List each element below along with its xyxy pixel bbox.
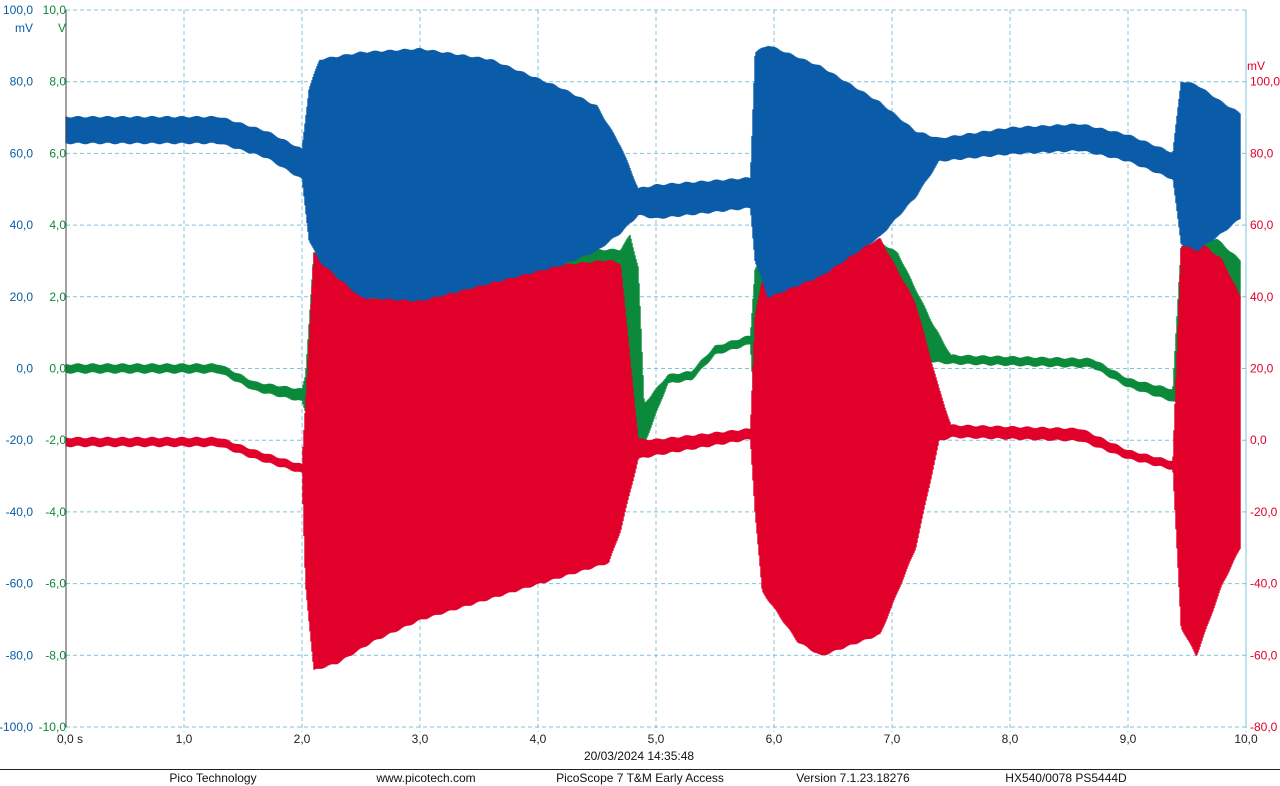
red-axis-tick-label: -40,0 (1250, 577, 1278, 591)
blue-axis-tick-label: -20,0 (6, 433, 34, 447)
green-axis-tick-label: -2,0 (45, 433, 66, 447)
green-axis-tick-label: 8,0 (49, 75, 66, 89)
x-tick-label: 2,0 (294, 732, 311, 746)
x-tick-label: 5,0 (648, 732, 665, 746)
trace-red (65, 238, 1241, 670)
footer-version: Version 7.1.23.18276 (796, 771, 910, 785)
red-axis-tick-label: 20,0 (1250, 362, 1274, 376)
blue-axis-tick-label: -80,0 (6, 648, 34, 662)
green-axis-tick-label: -8,0 (45, 648, 66, 662)
green-axis-tick-label: -10,0 (39, 720, 67, 734)
blue-axis-tick-label: -60,0 (6, 577, 34, 591)
footer-product: PicoScope 7 T&M Early Access (556, 771, 724, 785)
blue-axis-tick-label: 20,0 (10, 290, 34, 304)
x-tick-label: 3,0 (412, 732, 429, 746)
blue-axis-tick-label: 80,0 (10, 75, 34, 89)
x-tick-label: 9,0 (1120, 732, 1137, 746)
red-axis-tick-label: 60,0 (1250, 218, 1274, 232)
x-tick-label: 8,0 (1002, 732, 1019, 746)
trace-green (65, 234, 1241, 444)
red-axis-unit: mV (1247, 59, 1265, 73)
blue-axis-tick-label: 40,0 (10, 218, 34, 232)
x-tick-label: 0,0 s (57, 732, 83, 746)
green-axis-tick-label: 10,0 (43, 3, 67, 17)
green-axis-unit: V (58, 21, 66, 35)
blue-axis-tick-label: -100,0 (0, 720, 33, 734)
x-tick-label: 7,0 (884, 732, 901, 746)
blue-axis-unit: mV (15, 21, 33, 35)
green-axis-tick-label: 6,0 (49, 146, 66, 160)
x-tick-label: 1,0 (176, 732, 193, 746)
plot-frame (65, 10, 1247, 727)
green-axis-tick-label: 2,0 (49, 290, 66, 304)
red-axis-tick-label: -80,0 (1250, 720, 1278, 734)
red-axis-tick-label: 40,0 (1250, 290, 1274, 304)
footer-device: HX540/0078 PS5444D (1005, 771, 1127, 785)
x-tick-label: 10,0 (1234, 732, 1258, 746)
footer-bar: Pico Technology www.picotech.com PicoSco… (0, 769, 1280, 786)
grid (65, 9, 1247, 732)
traces (65, 45, 1241, 670)
blue-axis-tick-label: -40,0 (6, 505, 34, 519)
blue-axis-tick-label: 100,0 (3, 3, 33, 17)
green-axis-tick-label: -6,0 (45, 577, 66, 591)
red-axis-tick-label: 100,0 (1250, 75, 1280, 89)
footer-website[interactable]: www.picotech.com (376, 771, 476, 785)
trace-blue (65, 45, 1241, 302)
green-axis-tick-label: 4,0 (49, 218, 66, 232)
red-axis-tick-label: -60,0 (1250, 648, 1278, 662)
footer-company: Pico Technology (169, 771, 257, 785)
x-tick-label: 6,0 (766, 732, 783, 746)
blue-axis-tick-label: 0,0 (16, 362, 33, 376)
capture-timestamp: 20/03/2024 14:35:48 (583, 749, 695, 763)
red-axis-tick-label: -20,0 (1250, 505, 1278, 519)
green-axis-tick-label: 0,0 (49, 362, 66, 376)
green-axis-tick-label: -4,0 (45, 505, 66, 519)
blue-axis-tick-label: 60,0 (10, 146, 34, 160)
axis-labels: 0,0 s 1,0 2,0 3,0 4,0 5,0 6,0 7,0 8,0 9,0 10,0 100,… (0, 3, 1280, 746)
red-axis-tick-label: 80,0 (1250, 146, 1274, 160)
red-axis-tick-label: 0,0 (1250, 433, 1267, 447)
x-tick-label: 4,0 (530, 732, 547, 746)
